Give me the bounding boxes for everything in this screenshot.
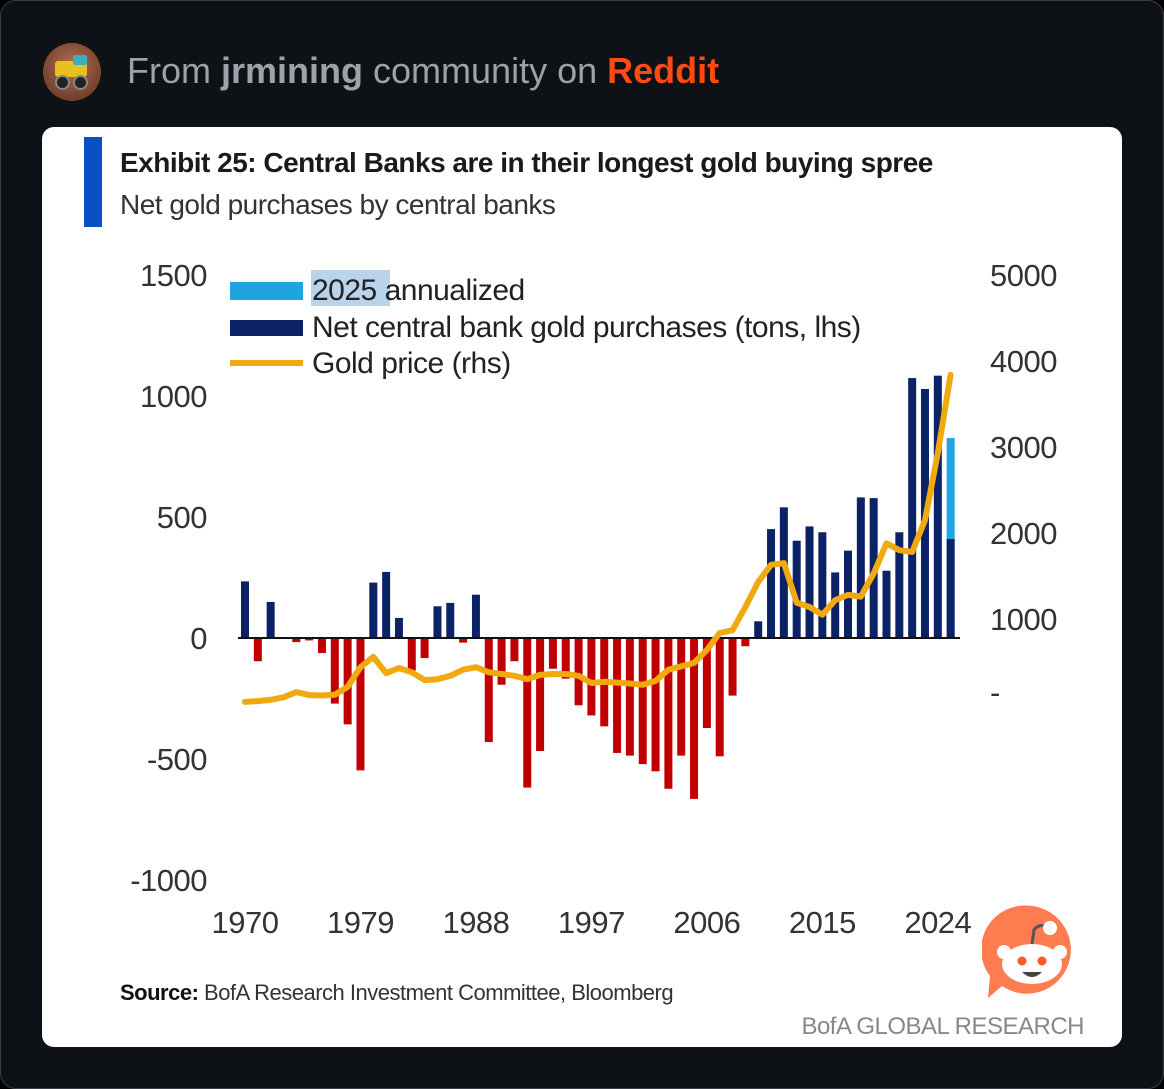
bar-2016 <box>831 572 840 638</box>
bar-2000 <box>625 638 634 756</box>
brand-watermark: BofA GLOBAL RESEARCH <box>801 1013 1084 1040</box>
gold-price-line <box>242 371 954 705</box>
truck-cab <box>73 55 87 65</box>
bar-2024 <box>933 375 942 638</box>
reddit-snoo-icon[interactable] <box>982 902 1082 1002</box>
bar-2006 <box>702 638 711 729</box>
x-tick-label: 2006 <box>673 905 740 940</box>
bar-2003 <box>664 638 673 789</box>
bar-2015 <box>818 532 827 638</box>
legend-label-gold: Gold price (rhs) <box>312 347 511 380</box>
bar-2001 <box>638 638 647 765</box>
bar-2005 <box>690 638 699 799</box>
title-accent-bar <box>84 137 102 227</box>
y-left-tick-label: -1000 <box>130 863 207 898</box>
legend-label-annualized: 2025 annualized <box>312 274 525 307</box>
x-tick-label: 2024 <box>904 905 971 940</box>
source-text: BofA Research Investment Committee, Bloo… <box>204 980 674 1005</box>
bar-1985 <box>433 606 442 638</box>
y-right-tick-label: 2000 <box>990 516 1057 551</box>
x-tick-label: 1988 <box>442 905 509 940</box>
bar-1982 <box>394 617 403 638</box>
bar-2009 <box>741 638 750 647</box>
header-middle: community on <box>373 50 598 91</box>
wheel-icon <box>73 75 88 90</box>
bar-1971 <box>253 638 262 662</box>
chart-source: Source: BofA Research Investment Committ… <box>120 980 674 1006</box>
bar-1977 <box>330 638 339 704</box>
y-left-tick-label: 1500 <box>140 258 207 293</box>
bar-1984 <box>420 638 429 659</box>
legend: 2025 annualized Net central bank gold pu… <box>230 270 861 380</box>
bar-1986 <box>446 602 455 638</box>
bar-1978 <box>343 638 352 725</box>
bar-1992 <box>523 638 532 788</box>
y-right-tick-label: 1000 <box>990 602 1057 637</box>
bar-1981 <box>382 571 391 638</box>
wheel-icon <box>55 75 70 90</box>
x-tick-label: 1997 <box>558 905 625 940</box>
x-tick-label: 1979 <box>327 905 394 940</box>
bar-2010 <box>754 621 763 638</box>
x-tick-label: 1970 <box>212 905 279 940</box>
bar-1972 <box>266 601 275 638</box>
bar-1983 <box>407 638 416 671</box>
bar-2025 <box>946 539 955 638</box>
bar-2018 <box>856 497 865 638</box>
bar-2011 <box>767 529 776 638</box>
bar-1980 <box>369 582 378 638</box>
truck-icon <box>55 61 87 77</box>
legend-highlight <box>311 270 390 306</box>
bar-1989 <box>484 638 493 743</box>
bar-1987 <box>459 638 468 643</box>
legend-swatch-annualized <box>230 282 303 300</box>
bar-2022 <box>908 378 917 638</box>
bar-2021 <box>895 532 904 638</box>
bar-1976 <box>317 638 326 654</box>
x-tick-label: 2015 <box>789 905 856 940</box>
bar-2008 <box>728 638 737 696</box>
bar-1970 <box>241 581 249 638</box>
bar-1993 <box>536 638 545 752</box>
source-label: Source: <box>120 980 199 1005</box>
y-right-tick-label: 5000 <box>990 258 1057 293</box>
bar-1975 <box>305 638 314 641</box>
chart-card <box>42 127 1122 1047</box>
community-link[interactable]: jrmining <box>221 50 364 91</box>
bar-2014 <box>805 526 814 638</box>
y-right-tick-label: - <box>990 675 1000 710</box>
bar-2002 <box>651 638 660 772</box>
chart-subtitle: Net gold purchases by central banks <box>120 189 556 220</box>
y-right-tick-label: 4000 <box>990 344 1057 379</box>
bar-1994 <box>548 638 557 669</box>
y-left-tick-label: 0 <box>190 621 207 656</box>
bar-1990 <box>497 638 506 685</box>
bar-1996 <box>574 638 583 706</box>
bar-annualized <box>946 438 955 638</box>
bar-2020 <box>882 570 891 638</box>
header-prefix: From <box>127 50 211 91</box>
bar-2004 <box>677 638 686 756</box>
y-left-tick-label: 500 <box>157 500 207 535</box>
legend-label-purchases: Net central bank gold purchases (tons, l… <box>312 311 861 344</box>
y-left-tick-label: 1000 <box>140 379 207 414</box>
bar-2007 <box>715 638 724 757</box>
bar-1991 <box>510 638 519 662</box>
y-left-tick-label: -500 <box>147 742 207 777</box>
bar-1997 <box>587 638 596 716</box>
bar-1995 <box>561 638 570 679</box>
bar-1979 <box>356 638 365 771</box>
platform-link[interactable]: Reddit <box>607 50 720 91</box>
y-right-tick-label: 3000 <box>990 430 1057 465</box>
bar-1974 <box>292 638 301 643</box>
bar-1999 <box>613 638 622 753</box>
post-source-header: From jrmining community on Reddit <box>127 50 719 92</box>
legend-swatch-purchases <box>230 320 303 336</box>
bar-1988 <box>471 594 480 638</box>
bar-2013 <box>792 540 801 638</box>
community-avatar[interactable] <box>43 43 101 101</box>
chart-title: Exhibit 25: Central Banks are in their l… <box>120 147 933 178</box>
